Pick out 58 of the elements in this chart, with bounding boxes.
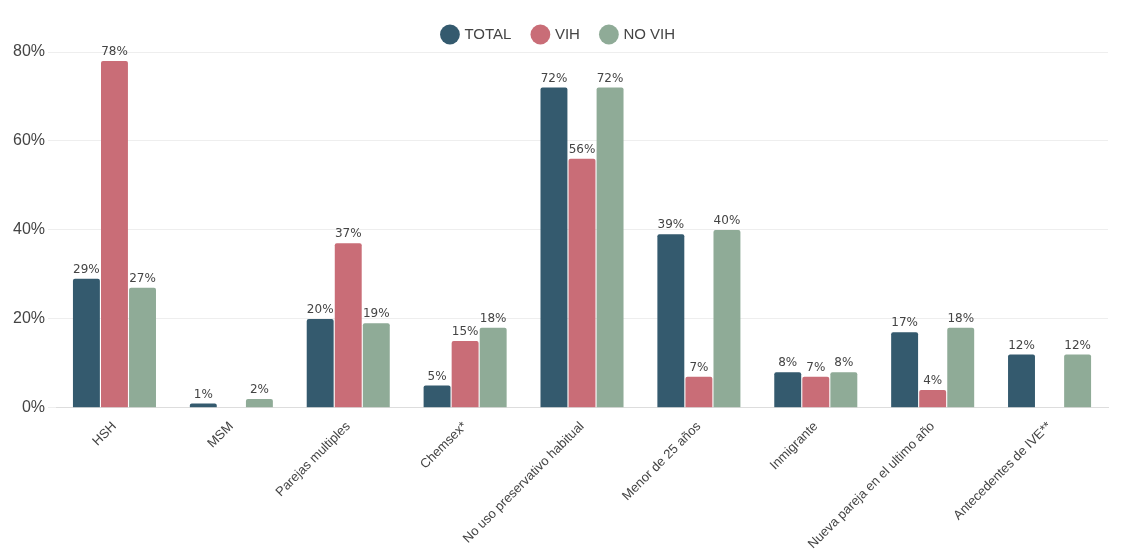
data-label: 37%	[334, 226, 362, 241]
legend-label: VIH	[554, 24, 580, 42]
data-label: 7%	[806, 359, 826, 374]
data-label: 4%	[923, 373, 943, 388]
bar	[596, 87, 624, 408]
data-label: 29%	[73, 261, 100, 276]
data-label: 27%	[129, 270, 156, 285]
bar	[830, 372, 858, 408]
data-label: 2%	[249, 382, 269, 397]
y-tick-label: 40%	[12, 220, 46, 238]
data-label: 72%	[596, 70, 624, 85]
data-label: 15%	[451, 324, 479, 339]
data-label: 18%	[947, 310, 975, 325]
data-label: 78%	[101, 44, 128, 59]
bar	[334, 243, 362, 408]
data-label: 19%	[362, 306, 390, 321]
bar	[774, 372, 802, 408]
bar	[713, 229, 741, 408]
bar	[423, 385, 451, 408]
bar	[72, 278, 100, 408]
bar	[540, 87, 568, 408]
data-label: 5%	[427, 368, 447, 383]
bar	[129, 287, 156, 408]
data-label: 39%	[657, 217, 685, 232]
bar	[568, 158, 596, 408]
y-tick-label: 80%	[12, 42, 46, 60]
y-tick-label: 20%	[12, 309, 46, 327]
data-label: 40%	[713, 213, 741, 228]
bar	[451, 341, 479, 408]
bar	[245, 398, 273, 408]
bar	[947, 327, 975, 408]
bar	[1008, 354, 1035, 408]
data-label: 18%	[479, 310, 507, 325]
data-label: 72%	[540, 70, 568, 85]
bar	[306, 318, 334, 408]
bar	[891, 332, 919, 408]
data-label: 7%	[689, 359, 709, 374]
bar	[479, 327, 507, 408]
legend-label: NO VIH	[623, 24, 676, 42]
bar	[362, 323, 390, 408]
data-label: 12%	[1008, 337, 1035, 352]
bar	[101, 60, 128, 408]
bar	[1064, 354, 1092, 408]
bar	[657, 234, 685, 408]
data-label: 12%	[1064, 337, 1091, 352]
bar	[919, 390, 947, 408]
bar	[685, 376, 713, 408]
bar	[189, 403, 217, 408]
data-label: 17%	[891, 315, 918, 330]
y-tick-label: 0%	[21, 398, 46, 416]
bar	[802, 376, 830, 408]
data-label: 1%	[193, 386, 213, 401]
legend-label: TOTAL	[464, 24, 512, 42]
data-label: 56%	[568, 141, 596, 156]
data-label: 20%	[306, 302, 334, 316]
data-label: 8%	[778, 355, 798, 370]
y-tick-label: 60%	[12, 131, 46, 149]
data-label: 8%	[834, 355, 854, 370]
